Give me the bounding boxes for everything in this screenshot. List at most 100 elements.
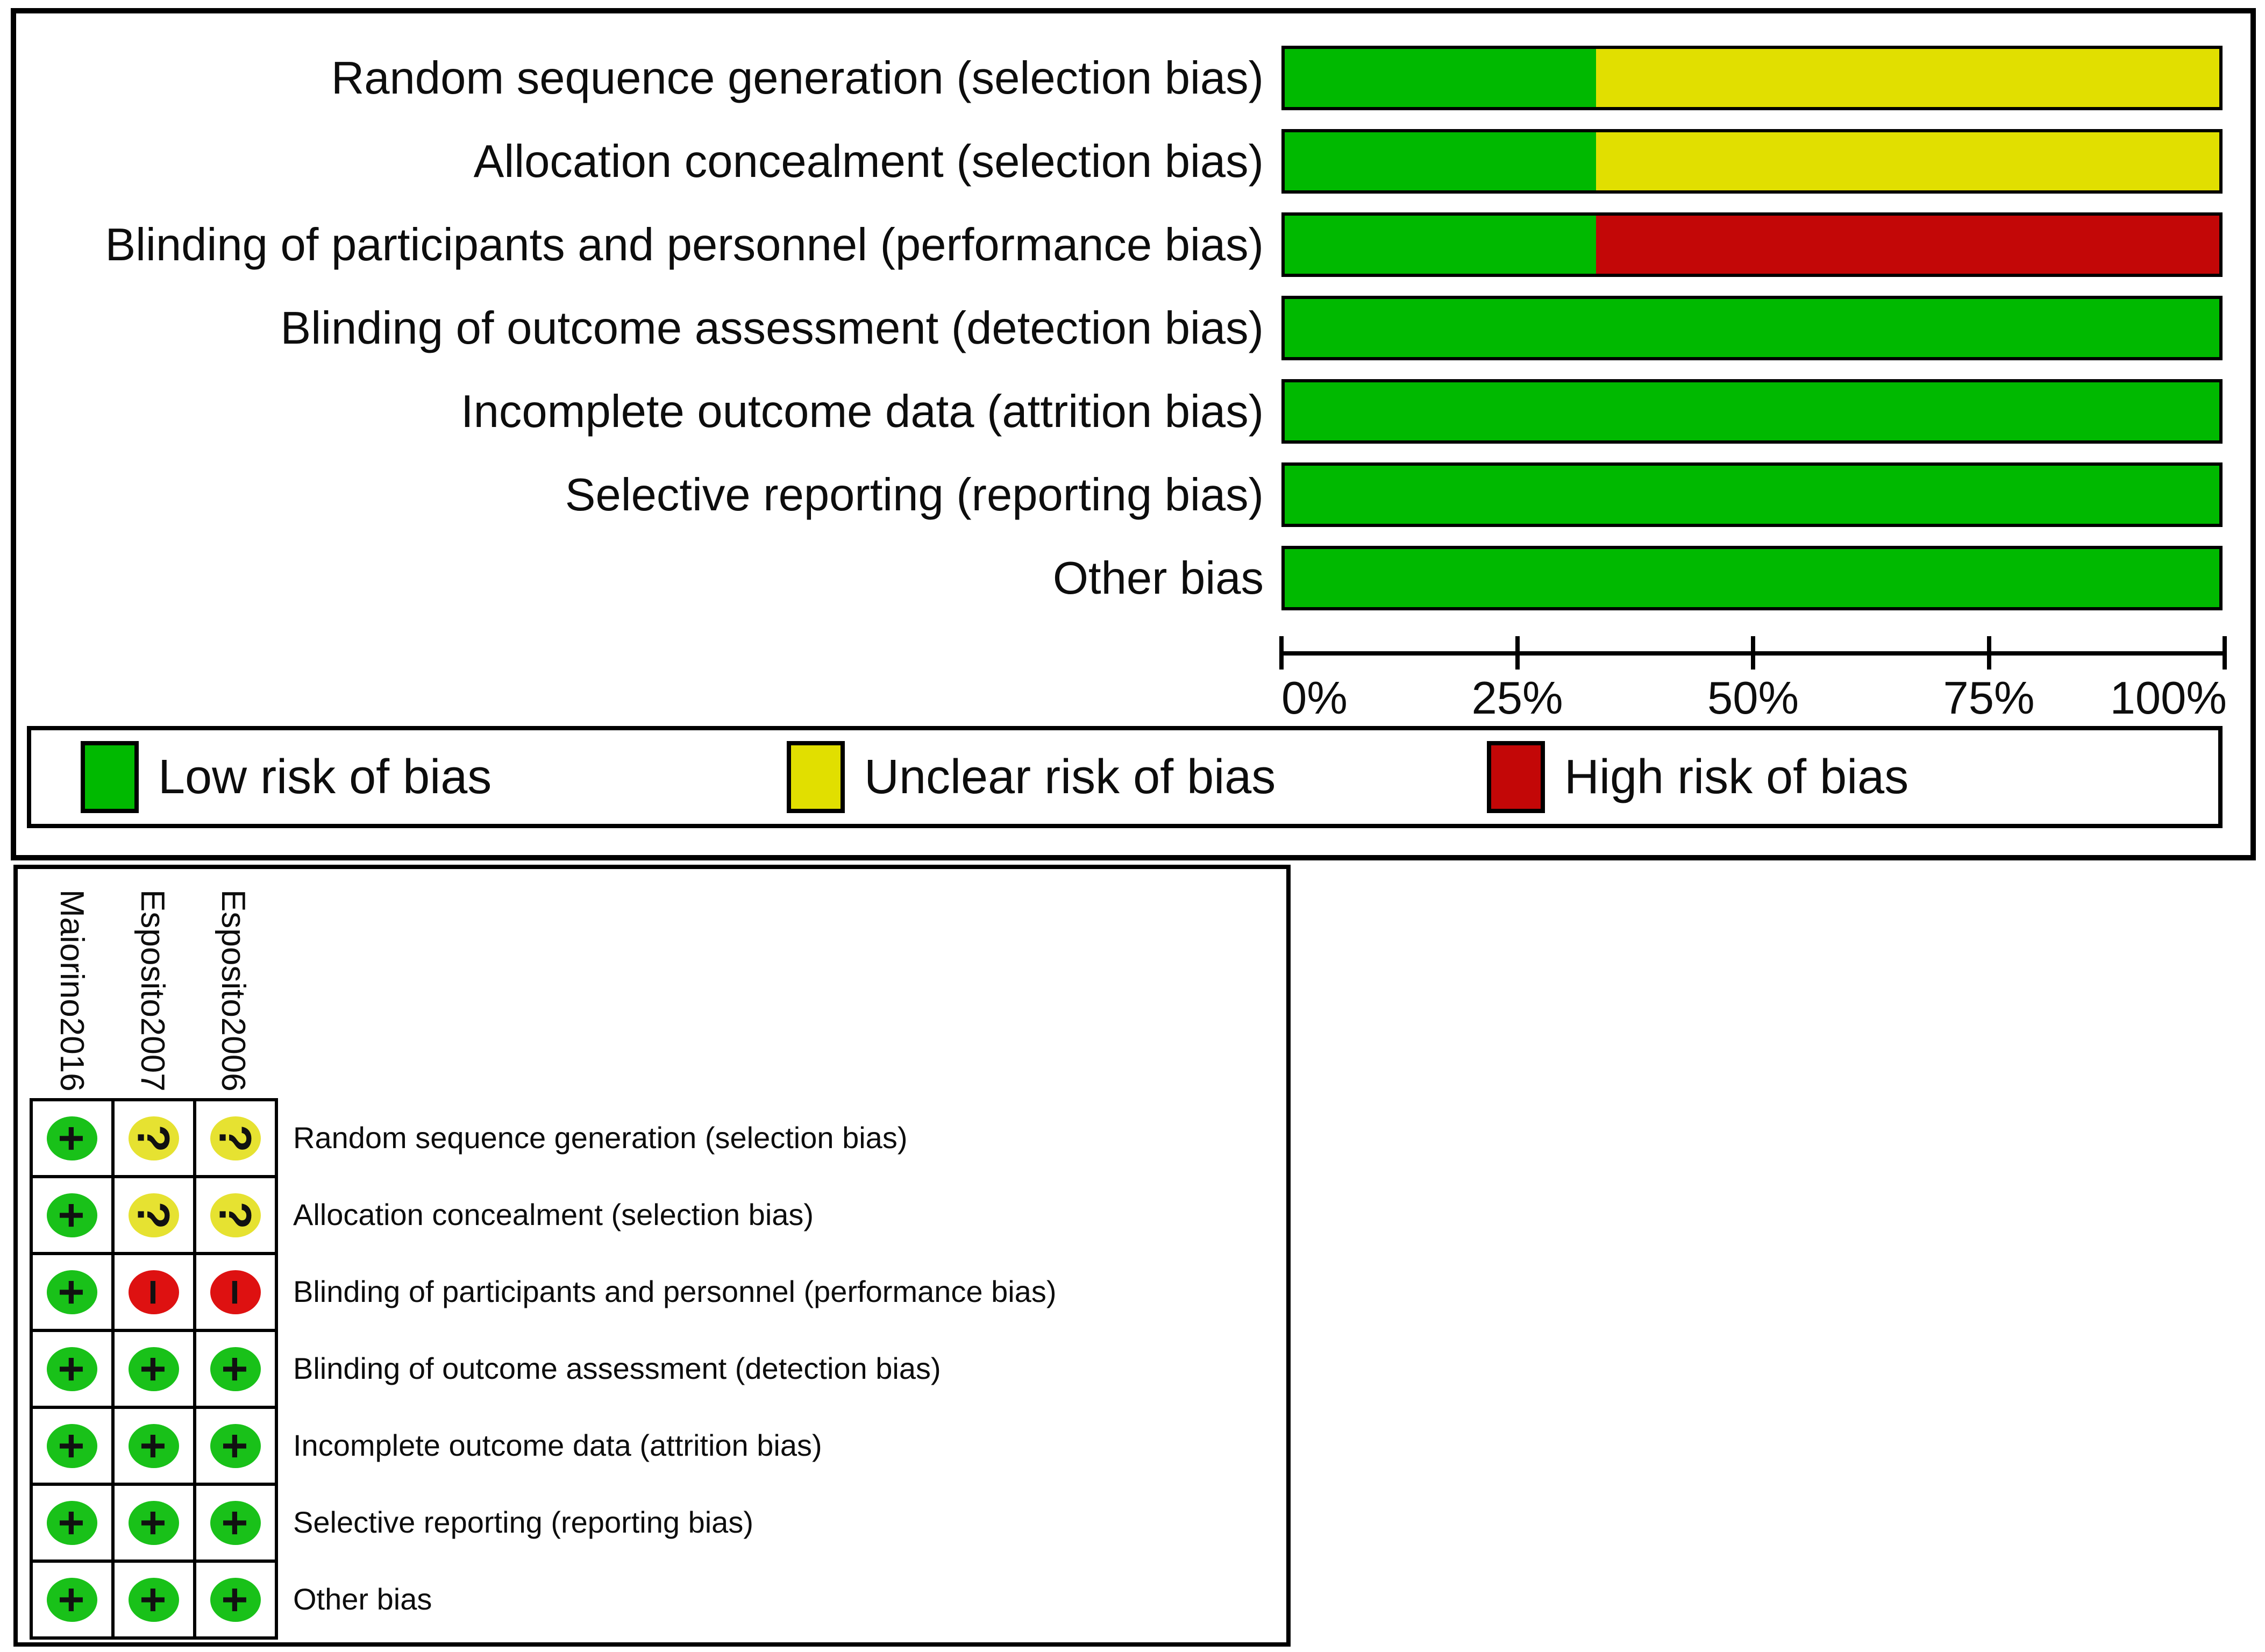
judgement-circle-low: +	[210, 1347, 261, 1391]
judgement-circle-low: +	[129, 1577, 179, 1622]
judgement-circle-unclear: ?	[210, 1193, 261, 1237]
judgement-symbol: +	[47, 1432, 97, 1459]
judgement-circle-unclear: ?	[129, 1116, 179, 1160]
legend-label: Unclear risk of bias	[864, 750, 1276, 804]
judgement-symbol: +	[47, 1586, 97, 1613]
judgement-circle-low: +	[210, 1500, 261, 1545]
judgement-symbol: +	[129, 1432, 179, 1459]
summary-cell: ?	[195, 1100, 276, 1177]
bar-segment	[1596, 216, 2219, 274]
bias-bar	[1281, 379, 2223, 444]
bar-segment	[1596, 132, 2219, 190]
bar-segment	[1285, 216, 1596, 274]
bar-category-label: Incomplete outcome data (attrition bias)	[461, 386, 1264, 437]
summary-cell: +	[31, 1177, 113, 1254]
bar-segment	[1285, 132, 1596, 190]
legend-swatch	[81, 741, 139, 813]
judgement-symbol: ?	[129, 1124, 179, 1152]
judgement-circle-low: +	[47, 1347, 97, 1391]
bar-segment	[1285, 382, 2219, 440]
judgement-circle-low: +	[47, 1116, 97, 1160]
summary-cell: +	[31, 1407, 113, 1484]
bar-category-label: Blinding of participants and personnel (…	[105, 219, 1264, 270]
bias-summary-panel: Maiorino2016 Esposito2007 Esposito2006 +??…	[13, 865, 1291, 1647]
bar-segment	[1285, 549, 2219, 607]
legend-entry: Unclear risk of bias	[787, 741, 1276, 813]
bar-category-label: Allocation concealment (selection bias)	[473, 136, 1264, 187]
x-axis-tick	[1751, 636, 1755, 670]
summary-cell: +	[113, 1561, 195, 1638]
summary-row-label: Random sequence generation (selection bi…	[293, 1121, 908, 1155]
judgement-symbol: +	[129, 1355, 179, 1383]
bar-category-label: Random sequence generation (selection bi…	[331, 53, 1264, 104]
summary-row-label: Blinding of participants and personnel (…	[293, 1274, 1057, 1308]
summary-cell: +	[31, 1100, 113, 1177]
bar-category-label: Blinding of outcome assessment (detectio…	[280, 303, 1264, 354]
x-axis-tick	[1279, 636, 1284, 670]
bar-category-label: Other bias	[1052, 553, 1264, 604]
judgement-symbol: ?	[210, 1124, 261, 1152]
summary-cell: +	[113, 1330, 195, 1407]
summary-row-label: Allocation concealment (selection bias)	[293, 1198, 814, 1231]
bar-segment	[1285, 466, 2219, 524]
judgement-circle-low: +	[47, 1193, 97, 1237]
summary-row-label: Other bias	[293, 1582, 432, 1616]
bias-graph-legend: Low risk of bias Unclear risk of bias High…	[27, 726, 2223, 828]
summary-cell: ?	[195, 1177, 276, 1254]
bias-bar	[1281, 462, 2223, 527]
judgement-symbol: +	[210, 1586, 261, 1613]
judgement-symbol: +	[129, 1586, 179, 1613]
judgement-circle-low: +	[47, 1423, 97, 1468]
bias-bar	[1281, 46, 2223, 110]
summary-grid: +?? +?? + − − + + + + + + + + + + + +	[30, 1098, 278, 1640]
bias-bar	[1281, 129, 2223, 194]
legend-entry: Low risk of bias	[81, 741, 492, 813]
judgement-symbol: +	[210, 1432, 261, 1459]
legend-label: High risk of bias	[1564, 750, 1909, 804]
bar-category-label: Selective reporting (reporting bias)	[565, 469, 1264, 521]
judgement-circle-high: −	[129, 1270, 179, 1314]
study-name-label: Maiorino2016	[53, 889, 90, 1092]
judgement-symbol: −	[129, 1278, 179, 1306]
judgement-circle-low: +	[210, 1577, 261, 1622]
x-axis-tick-label: 75%	[1943, 673, 2035, 724]
judgement-circle-unclear: ?	[129, 1193, 179, 1237]
bias-bar	[1281, 212, 2223, 277]
summary-cell: +	[31, 1254, 113, 1330]
bias-bar	[1281, 296, 2223, 360]
judgement-symbol: +	[129, 1509, 179, 1536]
summary-row-label: Incomplete outcome data (attrition bias)	[293, 1428, 822, 1462]
study-name-label: Esposito2006	[215, 889, 252, 1092]
bar-segment	[1285, 49, 1596, 107]
judgement-circle-unclear: ?	[210, 1116, 261, 1160]
summary-cell: +	[195, 1330, 276, 1407]
summary-cell: ?	[113, 1100, 195, 1177]
judgement-symbol: +	[210, 1509, 261, 1536]
bias-graph-panel: Random sequence generation (selection bi…	[11, 8, 2256, 860]
summary-cell: +	[31, 1561, 113, 1638]
x-axis-tick-label: 50%	[1707, 673, 1799, 724]
legend-swatch	[1487, 741, 1545, 813]
judgement-circle-low: +	[129, 1347, 179, 1391]
summary-cell: −	[113, 1254, 195, 1330]
summary-row-label: Blinding of outcome assessment (detectio…	[293, 1351, 941, 1385]
judgement-symbol: +	[47, 1509, 97, 1536]
judgement-symbol: +	[210, 1355, 261, 1383]
bias-bar	[1281, 546, 2223, 610]
summary-cell: −	[195, 1254, 276, 1330]
summary-cell: +	[113, 1484, 195, 1561]
judgement-symbol: +	[47, 1124, 97, 1152]
judgement-circle-low: +	[210, 1423, 261, 1468]
judgement-symbol: −	[210, 1278, 261, 1306]
study-name-label: Esposito2007	[134, 889, 171, 1092]
x-axis-tick-label: 25%	[1471, 673, 1563, 724]
judgement-symbol: ?	[129, 1201, 179, 1229]
x-axis-tick	[1515, 636, 1520, 670]
judgement-circle-low: +	[47, 1270, 97, 1314]
judgement-circle-high: −	[210, 1270, 261, 1314]
summary-cell: +	[195, 1407, 276, 1484]
summary-row-label: Selective reporting (reporting bias)	[293, 1505, 753, 1539]
judgement-circle-low: +	[129, 1500, 179, 1545]
summary-cell: +	[31, 1330, 113, 1407]
